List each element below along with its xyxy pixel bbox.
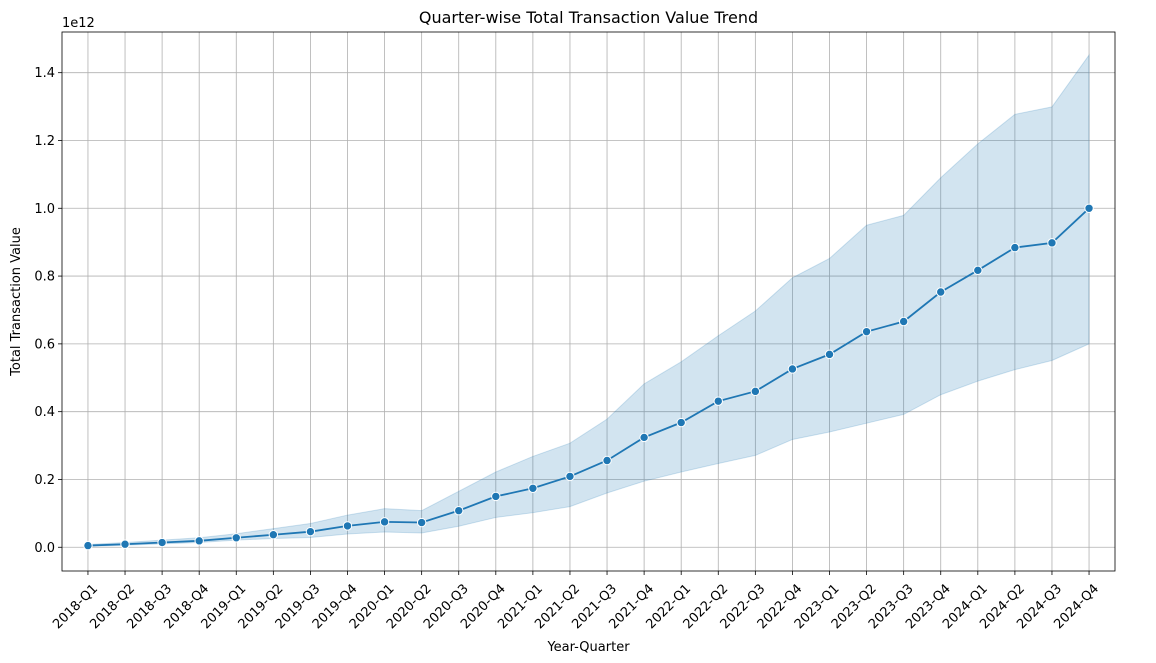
data-point bbox=[602, 455, 612, 466]
y-tick-label: 0.4 bbox=[34, 405, 55, 420]
data-point bbox=[1084, 203, 1094, 213]
data-point bbox=[898, 316, 909, 327]
y-tick-label: 1.0 bbox=[34, 202, 55, 217]
data-point bbox=[83, 540, 93, 551]
y-tick-label: 1.2 bbox=[34, 134, 55, 149]
data-point bbox=[936, 287, 946, 297]
y-tick-label: 0.8 bbox=[34, 270, 55, 285]
data-point bbox=[379, 517, 390, 527]
data-point bbox=[305, 526, 316, 537]
y-axis-label: Total Transaction Value bbox=[9, 227, 24, 377]
data-point bbox=[861, 326, 872, 337]
confidence-band bbox=[87, 53, 1090, 547]
chart-title: Quarter-wise Total Transaction Value Tre… bbox=[419, 8, 758, 27]
data-point bbox=[157, 537, 167, 548]
data-point bbox=[120, 539, 130, 549]
y-tick-label: 0.0 bbox=[34, 541, 55, 556]
data-point bbox=[342, 521, 353, 531]
data-point bbox=[713, 396, 723, 406]
y-tick-label: 0.6 bbox=[34, 337, 55, 352]
series-line bbox=[87, 207, 1090, 547]
data-points bbox=[83, 203, 1094, 551]
data-point bbox=[824, 349, 835, 360]
y-tick-label: 1.4 bbox=[34, 66, 55, 81]
data-point bbox=[676, 417, 686, 428]
x-axis-label: Year-Quarter bbox=[546, 640, 630, 655]
data-point bbox=[528, 483, 538, 493]
y-tick-label: 0.2 bbox=[34, 473, 55, 488]
data-point bbox=[194, 536, 204, 546]
data-point bbox=[1010, 242, 1020, 253]
confidence-band-layer bbox=[87, 53, 1090, 547]
y-axis-ticks: 0.0 0.2 0.4 0.6 0.8 1.0 1.2 1.4 bbox=[34, 66, 62, 556]
plot-frame bbox=[61, 31, 1116, 572]
data-point bbox=[787, 364, 798, 374]
data-point bbox=[973, 265, 983, 276]
data-point bbox=[491, 491, 501, 502]
data-point bbox=[565, 471, 575, 482]
data-point bbox=[231, 533, 241, 543]
y-axis-offset-label: 1e12 bbox=[62, 16, 95, 31]
data-point bbox=[1047, 238, 1057, 248]
data-point bbox=[750, 386, 761, 397]
series-line-layer bbox=[87, 207, 1090, 547]
data-point bbox=[268, 530, 279, 540]
data-point bbox=[416, 517, 427, 528]
data-point bbox=[639, 432, 649, 443]
grid-lines bbox=[62, 32, 1115, 571]
data-point bbox=[454, 505, 464, 516]
x-axis-ticks: 2018-Q12018-Q22018-Q32018-Q42019-Q12019-… bbox=[50, 571, 1102, 632]
